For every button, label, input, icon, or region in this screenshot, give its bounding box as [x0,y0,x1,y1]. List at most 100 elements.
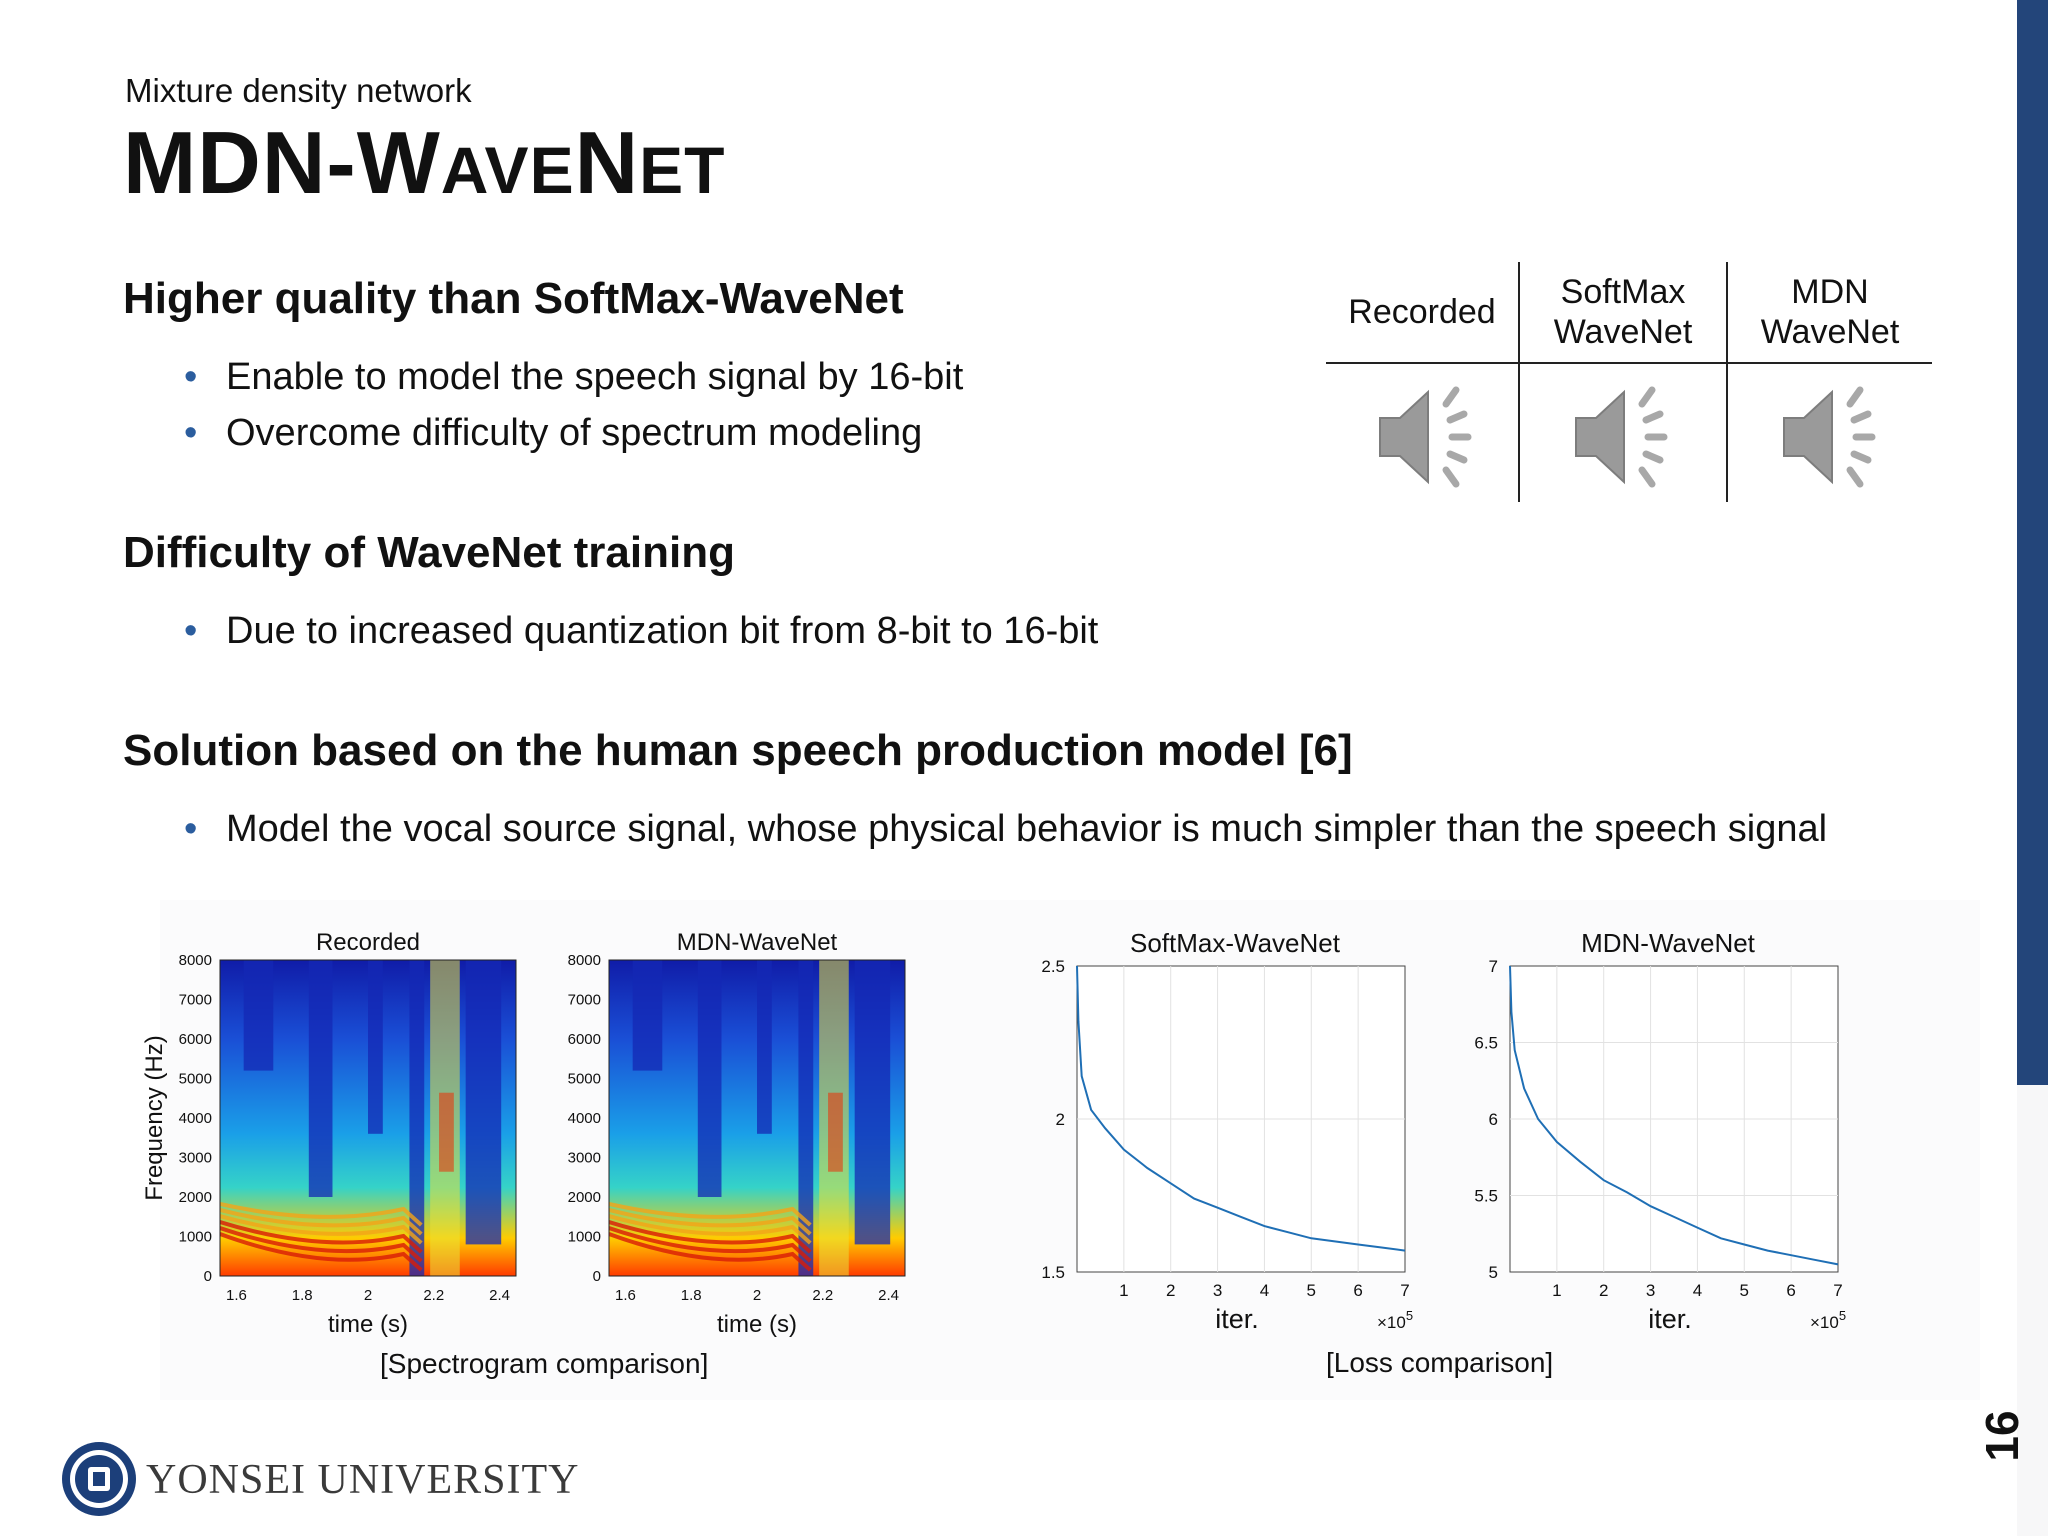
sidebar-accent-bar [2017,0,2048,1085]
audio-comparison-table: Recorded SoftMax WaveNet MDN WaveNet [1326,262,1932,502]
slide-subtitle: Mixture density network [125,72,472,109]
spectrogram-harmonic [609,1202,812,1227]
plot-frame [219,959,517,1277]
university-name: YONSEI UNIVERSITY [146,1457,580,1503]
sound-wave [1446,450,1468,464]
y-tick-label: 1.5 [1041,1263,1065,1282]
y-tick-label: 4000 [179,1110,212,1127]
x-tick-label: 6 [1786,1281,1795,1300]
sound-wave [1442,386,1460,408]
x-tick-label: 1.8 [292,1287,313,1304]
bullet-item: • Model the vocal source signal, whose ph… [184,808,1828,850]
bullet-item: • Overcome difficulty of spectrum modelin… [184,412,923,454]
bullet-item: • Enable to model the speech signal by 16… [184,356,964,398]
sound-wave [1850,410,1872,424]
speaker-icon[interactable] [1754,366,1904,506]
x-axis-label: iter. [1215,1304,1259,1334]
spectrogram-image [220,960,516,1276]
spectrogram-low-energy [409,960,425,1276]
sound-wave [1642,450,1664,464]
sound-wave [1850,450,1872,464]
chart-title: MDN-WaveNet [677,929,838,956]
table-divider-vertical [1726,262,1728,502]
spectrogram-harmonic [609,1214,812,1245]
x-tick-label: 7 [1400,1281,1409,1300]
y-tick-label: 7000 [179,992,212,1009]
speaker-glyph [1783,386,1876,488]
x-tick-label: 5 [1307,1281,1316,1300]
section-heading-difficulty: Difficulty of WaveNet training [123,528,735,577]
loss-caption: [Loss comparison] [1326,1347,1554,1378]
sound-wave [1638,386,1656,408]
x-axis-multiplier: ×105 [1377,1308,1413,1332]
audio-col-mdn: MDN WaveNet [1760,273,1900,351]
x-tick-label: 1.6 [226,1287,247,1304]
speaker-glyph [1379,386,1472,488]
speaker-icon[interactable] [1350,366,1500,506]
sidebar-lower-panel [2017,1085,2048,1536]
spectrogram-band [828,1092,843,1172]
spectrogram-harmonic [220,1232,423,1272]
spectrogram-recorded: Recorded 0 1000 2000 3000 4000 5000 6000 7000 800… [141,929,517,1338]
speaker-body [1575,389,1625,485]
spectrogram-band [439,1092,454,1172]
spectrogram-harmonic [220,1214,423,1245]
y-tick-label: 3000 [568,1150,601,1167]
spectrogram-low-energy [308,960,333,1197]
y-tick-label: 1000 [179,1229,212,1246]
sound-wave [1846,386,1864,408]
y-tick-label: 5000 [179,1071,212,1088]
spectrogram-harmonic [220,1220,423,1254]
y-tick-label: 4000 [568,1110,601,1127]
spectrogram-low-energy [368,960,383,1134]
sound-wave [1446,410,1468,424]
y-axis-label: Frequency (Hz) [141,1035,168,1200]
x-tick-label: 2.4 [878,1287,899,1304]
x-axis-label: time (s) [717,1311,797,1338]
y-tick-label: 7 [1489,957,1498,976]
audio-col-softmax: SoftMax WaveNet [1553,273,1693,351]
bullet-dot: • [184,356,198,398]
x-tick-label: 6 [1353,1281,1362,1300]
x-tick-label: 1.6 [615,1287,636,1304]
spectrogram-harmonic [609,1226,812,1263]
speaker-icon[interactable] [1546,366,1696,506]
x-axis-label: time (s) [328,1311,408,1338]
y-tick-label: 8000 [179,952,212,969]
y-tick-label: 6.5 [1474,1034,1498,1053]
x-axis-label: iter. [1648,1304,1692,1334]
x-tick-label: 2.2 [812,1287,833,1304]
spectrogram-low-energy [632,960,663,1071]
y-tick-label: 6000 [568,1031,601,1048]
spectrogram-low-energy [697,960,722,1197]
slide-title: MDN-WAVENET [123,113,726,212]
chart-title: MDN-WaveNet [1581,928,1756,958]
spectrogram-low-energy [243,960,274,1071]
speaker-glyph [1575,386,1668,488]
x-axis-multiplier-exponent: 5 [1839,1308,1846,1323]
x-tick-label: 4 [1693,1281,1702,1300]
spectrogram-harmonic [609,1232,812,1272]
loss-chart-softmax: SoftMax-WaveNet 1 2 3 4 5 6 7 1.5 2 2.5 iter. ×105 [1041,928,1413,1334]
plot-frame [608,959,906,1277]
x-tick-label: 2 [1599,1281,1608,1300]
x-axis-multiplier: ×105 [1810,1308,1846,1332]
table-divider-horizontal [1326,362,1932,364]
y-tick-label: 2 [1056,1110,1065,1129]
figures-canvas: Recorded 0 1000 2000 3000 4000 5000 6000 7000 800… [141,928,1846,1338]
y-tick-label: 8000 [568,952,601,969]
chart-title: SoftMax-WaveNet [1130,928,1341,958]
spectrogram-caption: [Spectrogram comparison] [380,1348,709,1379]
x-tick-label: 2 [753,1287,761,1304]
x-tick-label: 3 [1213,1281,1222,1300]
x-tick-label: 2.2 [423,1287,444,1304]
loss-chart-mdn: MDN-WaveNet 1 2 3 4 5 6 7 5 5.5 6 6.5 7 iter. ×105 [1474,928,1846,1334]
section-heading-solution: Solution based on the human speech produ… [123,726,1353,775]
spectrogram-harmonic [609,1220,812,1254]
x-tick-label: 7 [1833,1281,1842,1300]
chart-title: Recorded [316,929,420,956]
y-tick-label: 6 [1489,1110,1498,1129]
x-tick-label: 2.4 [489,1287,510,1304]
x-axis-multiplier-exponent: 5 [1406,1308,1413,1323]
spectrogram-mdn: MDN-WaveNet 0 1000 2000 3000 4000 5000 6000 7000… [568,929,906,1338]
